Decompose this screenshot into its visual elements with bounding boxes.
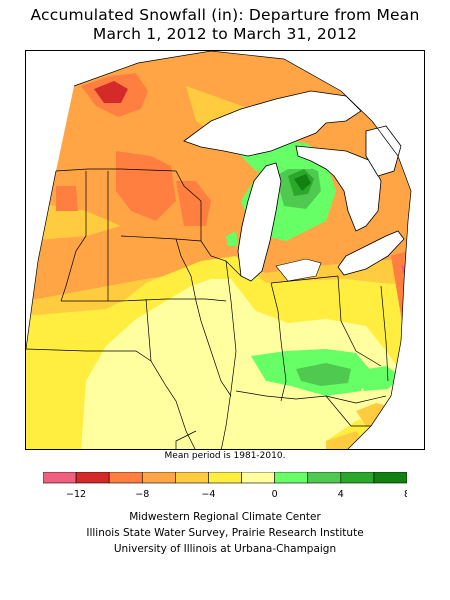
- legend-tick-label: 4: [338, 489, 344, 500]
- color-legend: −12 −8 −4 0 4 8: [43, 472, 407, 500]
- legend-swatch: [373, 472, 407, 484]
- mean-period-note: Mean period is 1981-2010.: [164, 451, 286, 461]
- state-boundaries: [26, 51, 412, 449]
- map-title-line-2: March 1, 2012 to March 31, 2012: [92, 25, 358, 43]
- legend-swatch: [175, 472, 209, 484]
- legend-tick-label: −8: [135, 489, 149, 500]
- legend-swatch: [274, 472, 309, 484]
- legend-swatches: [43, 472, 407, 484]
- legend-tick-label: −12: [66, 489, 86, 500]
- legend-swatch: [208, 472, 242, 484]
- snowfall-departure-map: [25, 50, 425, 450]
- map-canvas: [26, 51, 412, 449]
- legend-tick-label: −4: [201, 489, 215, 500]
- legend-swatch: [340, 472, 375, 484]
- credit-mrcc: Midwestern Regional Climate Center: [129, 511, 321, 523]
- legend-swatch: [307, 472, 342, 484]
- map-title-line-1: Accumulated Snowfall (in): Departure fro…: [30, 6, 420, 24]
- great-lakes: [183, 90, 405, 282]
- legend-swatch: [108, 472, 143, 484]
- legend-swatch: [43, 472, 77, 484]
- legend-tick-label: 0: [272, 489, 278, 500]
- legend-ticks: −12 −8 −4 0 4 8: [66, 489, 407, 500]
- legend-swatch: [141, 472, 176, 484]
- legend-swatch: [75, 472, 110, 484]
- legend-tick-label: 8: [404, 489, 407, 500]
- credit-isws: Illinois State Water Survey, Prairie Res…: [86, 527, 364, 539]
- credit-uiuc: University of Illinois at Urbana-Champai…: [113, 543, 337, 555]
- legend-swatch: [241, 472, 275, 484]
